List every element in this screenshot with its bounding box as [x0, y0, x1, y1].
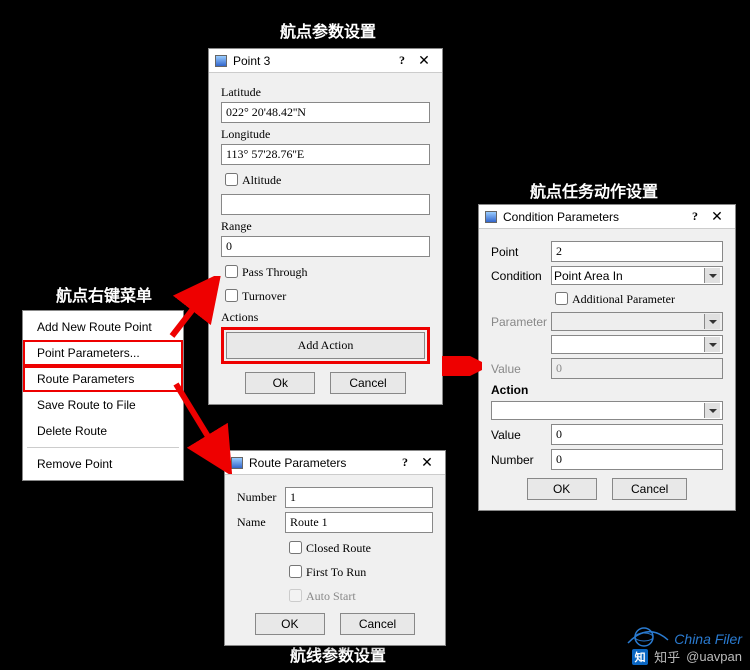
menu-save-route-to-file[interactable]: Save Route to File: [23, 392, 183, 418]
longitude-input[interactable]: [221, 144, 430, 165]
menu-add-route-point[interactable]: Add New Route Point: [23, 314, 183, 340]
brand-watermark: China Filer: [626, 626, 742, 648]
route-ok-button[interactable]: OK: [255, 613, 325, 635]
menu-point-parameters[interactable]: Point Parameters...: [23, 340, 183, 366]
route-number-input[interactable]: [285, 487, 433, 508]
route-number-label: Number: [237, 490, 285, 505]
condition-label: Condition: [491, 269, 551, 283]
actions-label: Actions: [221, 310, 430, 325]
menu-route-parameters[interactable]: Route Parameters: [23, 366, 183, 392]
additional-checkbox[interactable]: [555, 292, 568, 305]
first-run-label: First To Run: [306, 565, 366, 579]
chevron-down-icon: [704, 403, 720, 418]
point-dialog-title: Point 3: [233, 54, 392, 68]
action-label: Action: [491, 383, 551, 397]
caption-left: 航点右键菜单: [56, 282, 152, 306]
point-dialog-titlebar[interactable]: Point 3 ? ✕: [209, 49, 442, 73]
closed-route-label: Closed Route: [306, 541, 371, 555]
zhihu-user: @uavpan: [686, 649, 742, 664]
close-button[interactable]: ✕: [705, 208, 729, 225]
number-input[interactable]: [551, 449, 723, 470]
menu-separator: [27, 447, 179, 448]
turnover-label: Turnover: [242, 289, 286, 303]
condition-dialog: Condition Parameters ? ✕ Point Condition…: [478, 204, 736, 511]
caption-top: 航点参数设置: [280, 18, 376, 42]
action-combo[interactable]: [491, 401, 723, 420]
turnover-checkbox[interactable]: [225, 289, 238, 302]
globe-icon: [626, 626, 670, 648]
help-button[interactable]: ?: [685, 209, 705, 224]
chevron-down-icon: [704, 337, 720, 352]
route-dialog-titlebar[interactable]: Route Parameters ? ✕: [225, 451, 445, 475]
point-label: Point: [491, 245, 551, 259]
condition-ok-button[interactable]: OK: [527, 478, 597, 500]
brand-text: China Filer: [674, 631, 742, 647]
value1-label: Value: [491, 362, 551, 376]
menu-remove-point[interactable]: Remove Point: [23, 451, 183, 477]
value2-input[interactable]: [551, 424, 723, 445]
route-cancel-button[interactable]: Cancel: [340, 613, 415, 635]
altitude-label: Altitude: [242, 173, 281, 187]
route-dialog-title: Route Parameters: [249, 456, 395, 470]
parameter-label: Parameter: [491, 315, 551, 329]
arrow-addaction-to-condition: [442, 356, 482, 376]
dialog-icon: [231, 457, 243, 469]
help-button[interactable]: ?: [395, 455, 415, 470]
chevron-down-icon: [704, 314, 720, 329]
passthrough-label: Pass Through: [242, 265, 307, 279]
caption-right: 航点任务动作设置: [530, 178, 658, 202]
latitude-label: Latitude: [221, 85, 430, 100]
range-label: Range: [221, 219, 430, 234]
point-dialog: Point 3 ? ✕ Latitude Longitude Altitude …: [208, 48, 443, 405]
add-action-button[interactable]: Add Action: [226, 332, 425, 359]
additional-label: Additional Parameter: [572, 292, 675, 306]
condition-dialog-title: Condition Parameters: [503, 210, 685, 224]
context-menu: Add New Route Point Point Parameters... …: [22, 310, 184, 481]
passthrough-checkbox[interactable]: [225, 265, 238, 278]
route-name-input[interactable]: [285, 512, 433, 533]
value1-input: [551, 358, 723, 379]
point-input[interactable]: [551, 241, 723, 262]
close-button[interactable]: ✕: [415, 454, 439, 471]
value2-label: Value: [491, 428, 551, 442]
add-action-highlight: Add Action: [221, 327, 430, 364]
condition-value: Point Area In: [554, 269, 623, 283]
first-run-checkbox[interactable]: [289, 565, 302, 578]
number-label: Number: [491, 453, 551, 467]
condition-dialog-titlebar[interactable]: Condition Parameters ? ✕: [479, 205, 735, 229]
route-name-label: Name: [237, 515, 285, 530]
point-cancel-button[interactable]: Cancel: [330, 372, 405, 394]
dialog-icon: [215, 55, 227, 67]
altitude-checkbox[interactable]: [225, 173, 238, 186]
latitude-input[interactable]: [221, 102, 430, 123]
condition-combo[interactable]: Point Area In: [551, 266, 723, 285]
zhihu-watermark: 知 知乎 @uavpan: [632, 647, 742, 666]
closed-route-checkbox[interactable]: [289, 541, 302, 554]
chevron-down-icon: [704, 268, 720, 283]
auto-start-checkbox: [289, 589, 302, 602]
secondary-combo[interactable]: [551, 335, 723, 354]
route-dialog: Route Parameters ? ✕ Number Name Closed …: [224, 450, 446, 646]
dialog-icon: [485, 211, 497, 223]
longitude-label: Longitude: [221, 127, 430, 142]
zhihu-icon: 知: [632, 649, 648, 665]
point-ok-button[interactable]: Ok: [245, 372, 315, 394]
altitude-input[interactable]: [221, 194, 430, 215]
help-button[interactable]: ?: [392, 53, 412, 68]
zhihu-prefix: 知乎: [654, 647, 680, 666]
close-button[interactable]: ✕: [412, 52, 436, 69]
range-input[interactable]: [221, 236, 430, 257]
parameter-combo: [551, 312, 723, 331]
condition-cancel-button[interactable]: Cancel: [612, 478, 687, 500]
menu-delete-route[interactable]: Delete Route: [23, 418, 183, 444]
auto-start-label: Auto Start: [306, 589, 356, 603]
